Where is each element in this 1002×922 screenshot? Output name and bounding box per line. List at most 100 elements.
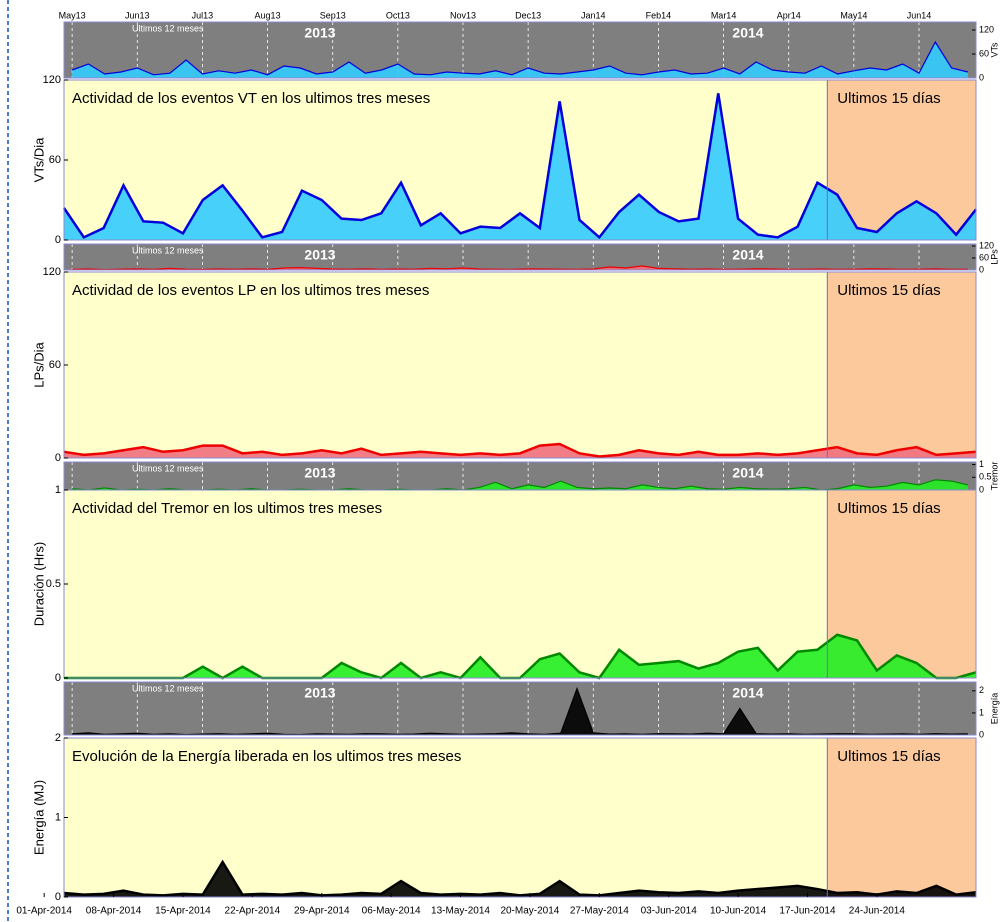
ytick-label: 0	[55, 452, 61, 464]
overview-area-line	[72, 265, 968, 271]
overview-ylabel: LPs	[989, 249, 999, 265]
panel-title: Actividad de los eventos LP en los ultim…	[72, 282, 429, 299]
overview-area-fill	[72, 42, 968, 78]
ytick-label: 120	[43, 74, 61, 86]
ytick-label: 1	[55, 811, 61, 823]
highlight-region	[827, 272, 976, 458]
overview-ytick-label: 120	[979, 24, 994, 34]
xtick-label: 03-Jun-2014	[641, 906, 698, 917]
highlight-label: Ultimos 15 días	[837, 90, 940, 107]
ytick-label: 0	[55, 891, 61, 903]
xtick-label: 15-Apr-2014	[155, 906, 211, 917]
overview-title: Ultimos 12 meses	[132, 23, 204, 33]
xtick-label: 17-Jun-2014	[779, 906, 836, 917]
year-label: 2014	[732, 465, 763, 481]
y-axis-label: LPs/Dia	[31, 341, 46, 387]
month-label: Sep13	[320, 10, 346, 20]
xtick-label: 01-Apr-2014	[16, 906, 72, 917]
year-label: 2014	[732, 685, 763, 701]
overview-ytick-label: 0	[979, 72, 984, 82]
highlight-label: Ultimos 15 días	[837, 282, 940, 299]
area-line	[62, 93, 977, 240]
ytick-label: 1	[55, 484, 61, 496]
xtick-label: 08-Apr-2014	[86, 906, 142, 917]
panel-title: Actividad del Tremor en los ultimos tres…	[72, 500, 382, 517]
month-label: Dec13	[515, 10, 541, 20]
xtick-label: 10-Jun-2014	[710, 906, 767, 917]
overview-frame	[63, 243, 977, 271]
ytick-label: 0	[55, 234, 61, 246]
panel-title: Actividad de los eventos VT en los ultim…	[72, 90, 430, 107]
xtick-label: 13-May-2014	[431, 906, 490, 917]
overview-area-fill	[72, 479, 968, 490]
overview-ytick-label: 1	[979, 459, 984, 469]
overview-title: Ultimos 12 meses	[132, 245, 204, 255]
ytick-label: 60	[49, 154, 61, 166]
month-label: Feb14	[646, 10, 672, 20]
year-label: 2013	[304, 247, 335, 263]
ytick-label: 2	[55, 732, 61, 744]
overview-bg	[64, 682, 976, 735]
overview-area-fill	[72, 266, 968, 270]
overview-title: Ultimos 12 meses	[132, 683, 204, 693]
area-line	[63, 442, 977, 458]
overview-area-fill	[72, 688, 968, 735]
overview-ytick-label: 2	[979, 685, 984, 695]
month-label: Aug13	[255, 10, 281, 20]
overview-title: Ultimos 12 meses	[132, 463, 204, 473]
panel-title: Evolución de la Energía liberada en los …	[72, 748, 461, 765]
overview-ytick-label: 0.5	[979, 472, 992, 482]
ytick-label: 60	[49, 359, 61, 371]
month-label: Apr14	[777, 10, 801, 20]
ytick-label: 120	[43, 266, 61, 278]
ytick-label: 0	[55, 672, 61, 684]
month-label: Jan14	[581, 10, 606, 20]
month-label: Nov13	[450, 10, 476, 20]
y-axis-label: VTs/Dia	[31, 137, 46, 183]
overview-ytick-label: 60	[979, 48, 989, 58]
month-label: May14	[840, 10, 867, 20]
month-label: Jun14	[907, 10, 932, 20]
year-label: 2013	[304, 25, 335, 41]
xtick-label: 29-Apr-2014	[294, 906, 350, 917]
overview-ytick-label: 60	[979, 252, 989, 262]
year-label: 2014	[732, 25, 763, 41]
xtick-label: 06-May-2014	[362, 906, 421, 917]
month-label: Oct13	[386, 10, 410, 20]
year-label: 2014	[732, 247, 763, 263]
highlight-label: Ultimos 15 días	[837, 748, 940, 765]
overview-ytick-label: 1	[979, 707, 984, 717]
overview-area-line	[72, 686, 968, 736]
overview-frame	[63, 681, 977, 736]
overview-ytick-label: 0	[979, 264, 984, 274]
overview-bg	[64, 244, 976, 270]
year-label: 2013	[304, 685, 335, 701]
month-label: Jul13	[192, 10, 214, 20]
overview-area-line	[71, 40, 969, 76]
xtick-label: 24-Jun-2014	[849, 906, 906, 917]
overview-ylabel: Energía	[989, 693, 999, 725]
overview-ytick-label: 0	[979, 484, 984, 494]
highlight-region	[827, 738, 976, 897]
overview-bg	[64, 462, 976, 490]
ytick-label: 0.5	[46, 578, 61, 590]
overview-ylabel: Tremor	[989, 462, 999, 491]
month-label: May13	[59, 10, 86, 20]
xtick-label: 22-Apr-2014	[225, 906, 281, 917]
year-label: 2013	[304, 465, 335, 481]
highlight-label: Ultimos 15 días	[837, 500, 940, 517]
xtick-label: 20-May-2014	[500, 906, 559, 917]
y-axis-label: Energía (MJ)	[31, 780, 46, 855]
xtick-label: 27-May-2014	[570, 906, 629, 917]
overview-ytick-label: 0	[979, 729, 984, 739]
area-fill	[64, 634, 976, 678]
overview-frame	[63, 21, 977, 79]
month-label: Mar14	[711, 10, 737, 20]
month-label: Jun13	[125, 10, 150, 20]
y-axis-label: Duración (Hrs)	[31, 542, 46, 627]
area-line	[63, 859, 977, 897]
overview-ytick-label: 120	[979, 240, 994, 250]
overview-ylabel: VTs	[989, 42, 999, 58]
plot-bg	[64, 272, 976, 458]
